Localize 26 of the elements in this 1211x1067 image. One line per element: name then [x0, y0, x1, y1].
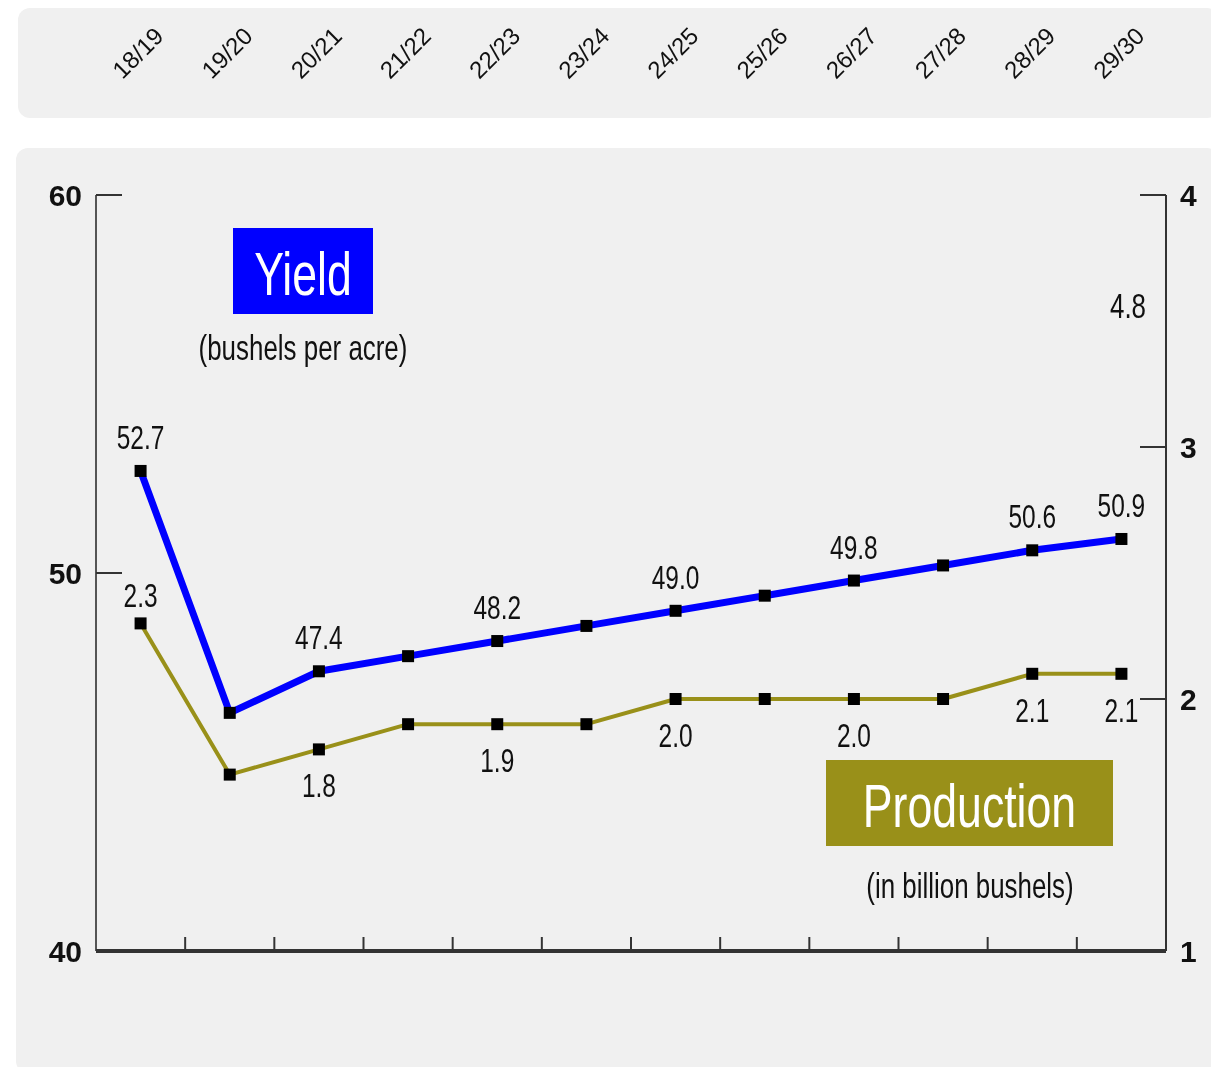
- text: Yield: [254, 238, 352, 308]
- data-label: 49.0: [651, 557, 700, 596]
- y2-tick-label: 2: [1180, 683, 1197, 716]
- data-label: 2.0: [658, 716, 693, 754]
- data-label: 52.7: [116, 417, 165, 456]
- data-label: 50.9: [1097, 485, 1146, 524]
- annotation: 4.8: [1109, 285, 1147, 327]
- y-tick-label: 50: [48, 557, 82, 590]
- y2-axis-title: (in billion bushels): [866, 865, 1074, 907]
- y-tick-label: 40: [48, 935, 82, 968]
- data-label: 50.6: [1008, 497, 1057, 536]
- y-tick-label: 60: [48, 179, 82, 212]
- y2-tick-label: 4: [1180, 179, 1197, 212]
- data-label: 1.8: [301, 766, 336, 805]
- y-axis-title: (bushels per acre): [198, 327, 408, 369]
- y2-tick-label: 3: [1180, 431, 1197, 464]
- data-label: 48.2: [473, 588, 522, 626]
- data-label: 2.3: [123, 576, 158, 615]
- data-label: 47.4: [295, 618, 343, 657]
- data-label: 2.1: [1104, 690, 1139, 729]
- data-label: 2.1: [1015, 690, 1050, 729]
- data-label: 2.0: [836, 716, 871, 754]
- series-label: Production: [862, 770, 1077, 840]
- y2-tick-label: 1: [1180, 935, 1197, 968]
- data-label: 1.9: [480, 741, 515, 780]
- data-label: 49.8: [830, 527, 878, 566]
